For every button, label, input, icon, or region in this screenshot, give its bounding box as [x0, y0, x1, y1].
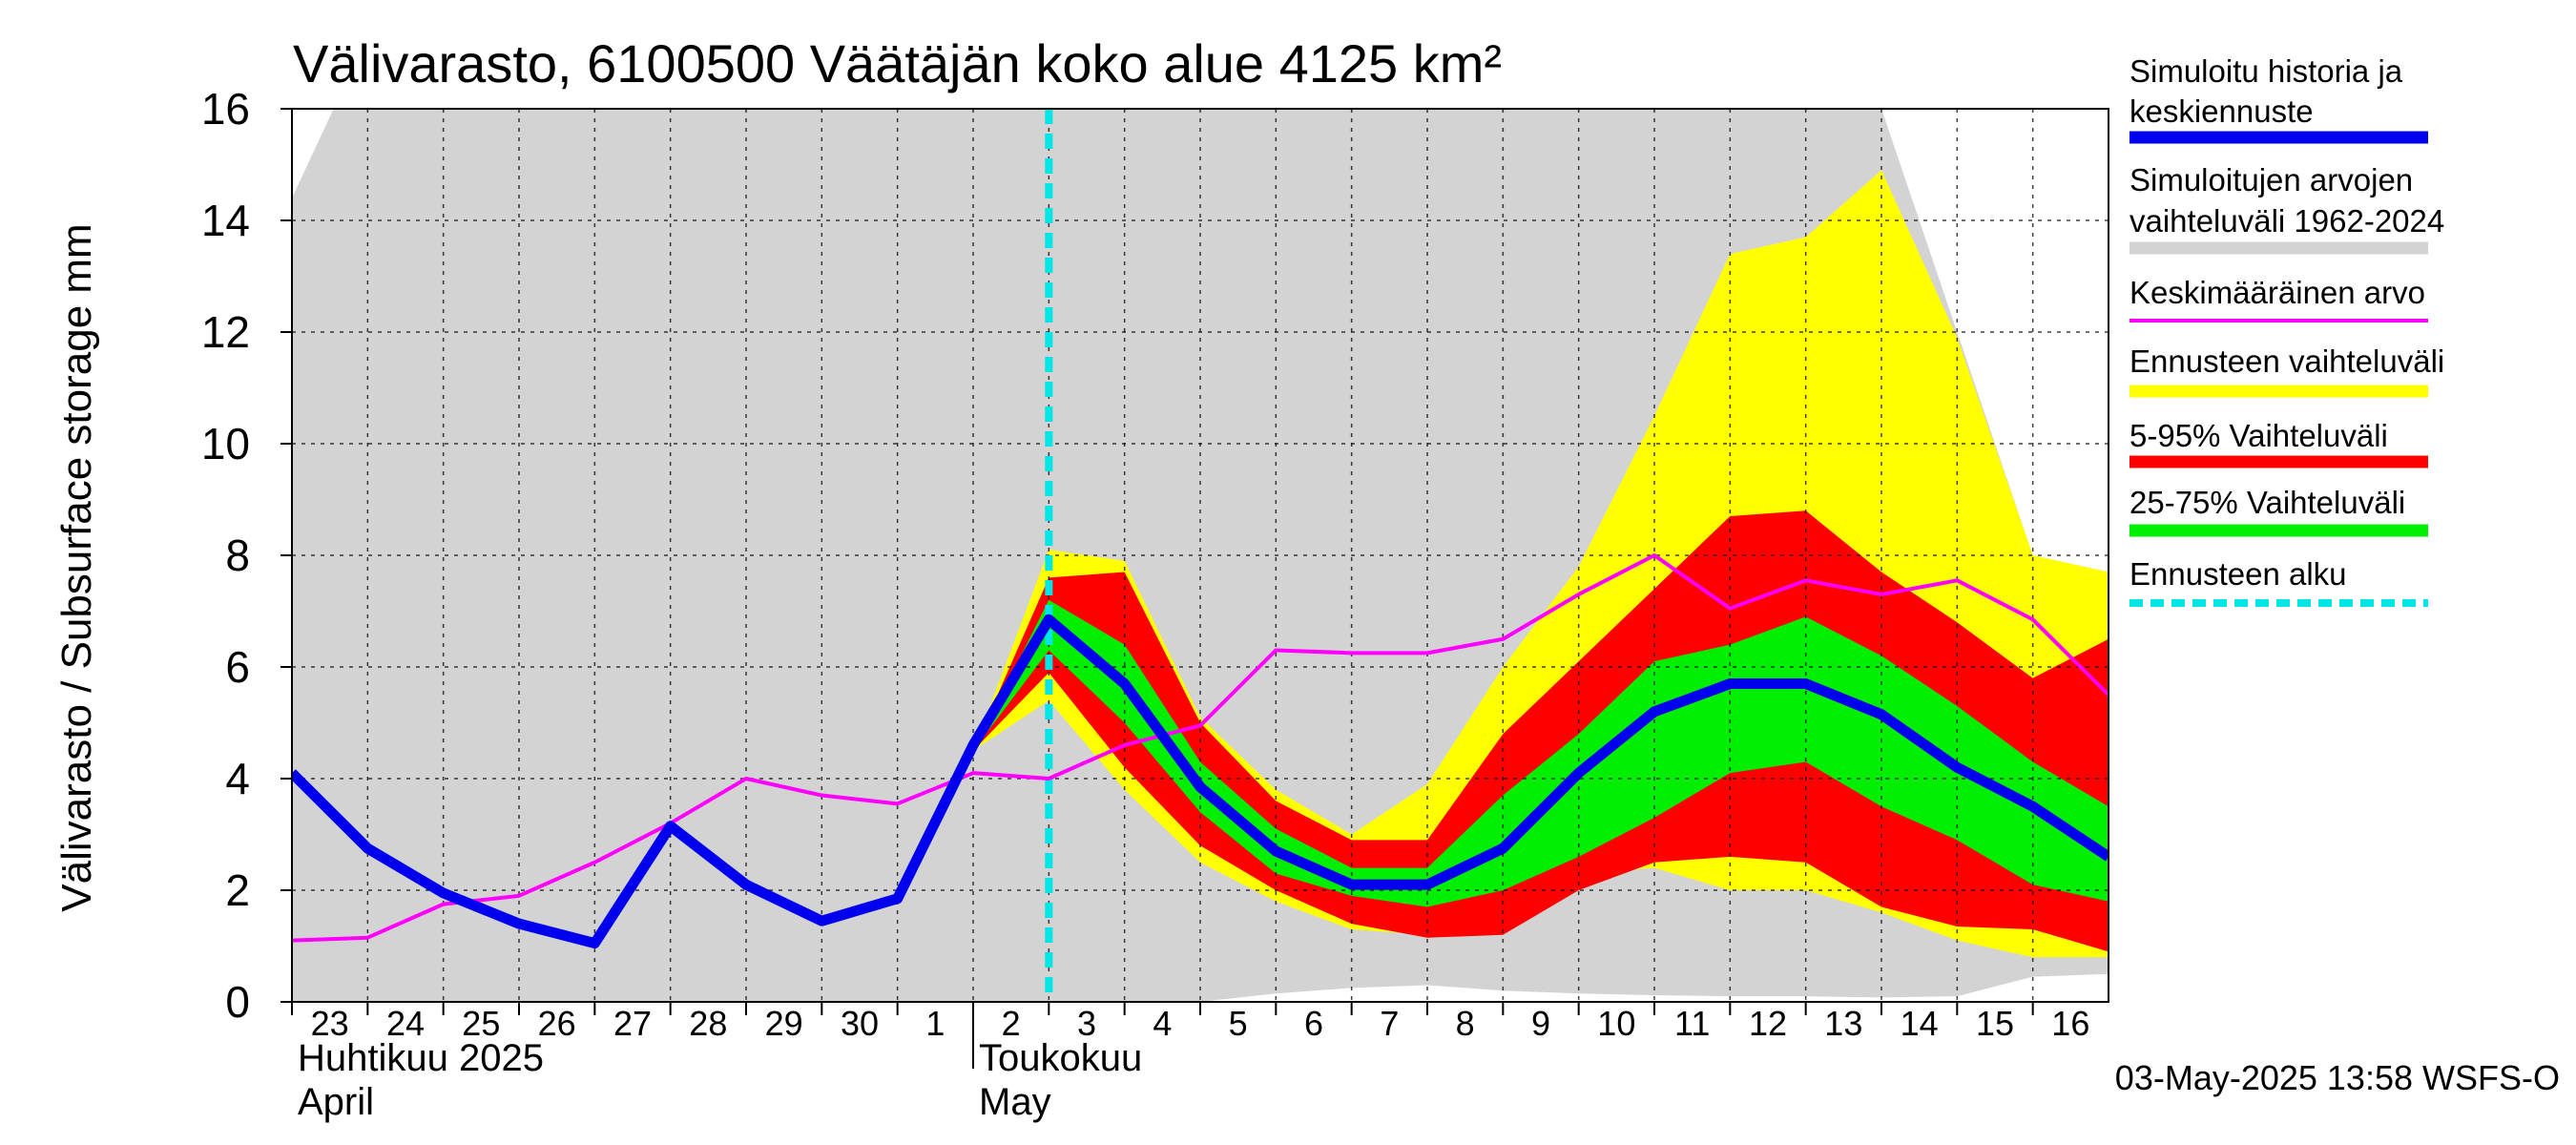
line-simuloitu-historia-ja-keskiennuste [292, 614, 2109, 949]
legend-entry: 5-95% Vaihteluväli [2129, 418, 2428, 468]
y-tick-label: 0 [225, 977, 250, 1027]
y-tick-label: 12 [201, 307, 250, 357]
x-tick-label: 6 [1304, 1004, 1323, 1043]
legend-label: 25-75% Vaihteluväli [2129, 485, 2405, 520]
band-hist-range-lower [1200, 973, 2109, 1002]
legend-entry: Ennusteen alku [2129, 556, 2428, 607]
x-tick-label: 8 [1456, 1004, 1475, 1043]
x-tick-label: 9 [1531, 1004, 1550, 1043]
x-tick-label: 14 [1901, 1004, 1939, 1043]
month-label-en: April [298, 1081, 374, 1123]
x-tick-label: 11 [1674, 1004, 1710, 1043]
x-tick-label: 25 [462, 1004, 500, 1043]
x-tick-label: 30 [841, 1004, 879, 1043]
y-tick-label: 4 [225, 754, 250, 803]
x-tick-label: 12 [1749, 1004, 1787, 1043]
chart-title: Välivarasto, 6100500 Väätäjän koko alue … [293, 33, 1502, 94]
legend-entry: Ennusteen vaihteluväli [2129, 344, 2444, 398]
legend-entry: Keskimääräinen arvo [2129, 275, 2428, 323]
x-tick-label: 15 [1976, 1004, 2014, 1043]
legend-label: Simuloitujen arvojen [2129, 162, 2413, 198]
legend-label: Ennusteen vaihteluväli [2129, 344, 2444, 379]
x-tick-label: 10 [1597, 1004, 1635, 1043]
y-tick-label: 16 [201, 84, 250, 134]
line-keskim-r-inen-arvo [292, 553, 2109, 943]
legend-label-2: keskiennuste [2129, 94, 2314, 129]
x-tick-label: 5 [1229, 1004, 1248, 1043]
y-tick-label: 10 [201, 419, 250, 468]
legend-label: Simuloitu historia ja [2129, 53, 2403, 89]
x-tick-label: 23 [311, 1004, 349, 1043]
x-tick-label: 29 [765, 1004, 803, 1043]
x-tick-label: 2 [1002, 1004, 1021, 1043]
legend-label: 5-95% Vaihteluväli [2129, 418, 2388, 453]
month-label: Huhtikuu 2025 [298, 1037, 544, 1079]
x-tick-label: 3 [1077, 1004, 1096, 1043]
legend: Simuloitu historia jakeskiennusteSimuloi… [2129, 53, 2444, 607]
legend-entry: 25-75% Vaihteluväli [2129, 485, 2428, 537]
y-tick-label: 14 [201, 196, 250, 245]
x-tick-label: 7 [1380, 1004, 1399, 1043]
x-tick-label: 4 [1153, 1004, 1172, 1043]
x-tick-label: 1 [925, 1004, 945, 1043]
x-tick-label: 13 [1824, 1004, 1862, 1043]
legend-entry: Simuloitu historia ja keskiennuste [2129, 53, 2428, 144]
plot-area [292, 109, 2109, 1002]
x-tick-label: 16 [2051, 1004, 2089, 1043]
footer-timestamp: 03-May-2025 13:58 WSFS-O [2115, 1058, 2560, 1097]
x-tick-label: 26 [538, 1004, 576, 1043]
legend-entry: Simuloitujen arvojen vaihteluväli 1962-20… [2129, 162, 2444, 255]
legend-label-2: vaihteluväli 1962-2024 [2129, 203, 2444, 239]
legend-label: Ennusteen alku [2129, 556, 2347, 592]
month-label-en: May [979, 1081, 1051, 1123]
month-label: Toukokuu [979, 1037, 1142, 1079]
x-tick-label: 28 [689, 1004, 727, 1043]
y-tick-label: 2 [225, 865, 250, 915]
y-tick-label: 6 [225, 642, 250, 692]
x-tick-label: 24 [386, 1004, 425, 1043]
series-lines [292, 553, 2109, 949]
y-tick-label: 8 [225, 531, 250, 580]
x-tick-label: 27 [613, 1004, 652, 1043]
y-axis-label: Välivarasto / Subsurface storage mm [53, 223, 100, 911]
legend-label: Keskimääräinen arvo [2129, 275, 2425, 310]
